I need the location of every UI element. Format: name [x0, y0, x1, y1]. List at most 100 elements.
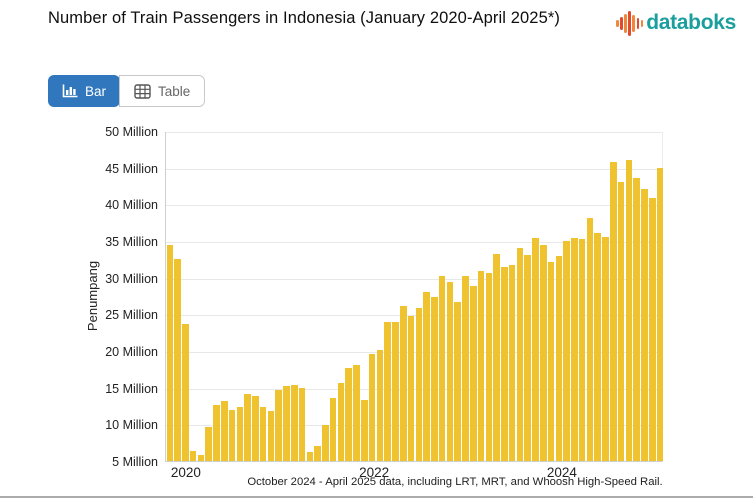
gridline [166, 132, 662, 133]
chart-bar[interactable] [182, 323, 189, 461]
chart-bar[interactable] [633, 177, 640, 461]
view-toggle: Bar Table [48, 75, 206, 107]
chart-bar[interactable] [431, 297, 438, 461]
pulse-bar [624, 13, 627, 33]
chart-bar[interactable] [516, 248, 524, 461]
bar-view-button[interactable]: Bar [48, 75, 121, 107]
chart-bar[interactable] [291, 384, 298, 461]
gridline [166, 168, 662, 170]
chart-bar[interactable] [648, 197, 656, 461]
chart-bar[interactable] [501, 267, 508, 461]
chart-bar[interactable] [586, 217, 594, 461]
chart-bar[interactable] [329, 397, 337, 461]
chart-bar[interactable] [189, 450, 197, 461]
chart-bar[interactable] [174, 258, 181, 461]
chart-bar[interactable] [259, 407, 267, 461]
y-axis-tick-label: 10 Million [105, 418, 158, 433]
chart-bar[interactable] [524, 254, 532, 461]
chart-bar[interactable] [493, 254, 500, 461]
y-axis-tick-label: 20 Million [105, 345, 158, 359]
chart-bar[interactable] [376, 349, 384, 461]
chart-bar[interactable] [547, 262, 555, 461]
chart-footnote: October 2024 - April 2025 data, includin… [247, 476, 663, 488]
chart-bar[interactable] [415, 307, 423, 461]
pulse-bar [636, 17, 640, 29]
chart-bar[interactable] [462, 276, 469, 461]
x-axis-year-label: 2024 [546, 465, 577, 480]
chart-bar[interactable] [337, 382, 345, 461]
y-axis-tick-label: 35 Million [105, 235, 158, 249]
chart-bar[interactable] [594, 232, 602, 461]
databoks-logo[interactable]: databoks [616, 10, 736, 36]
chart-bar[interactable] [322, 425, 329, 461]
pulse-bar [632, 14, 636, 32]
bar-chart-icon [62, 84, 78, 98]
chart-bar[interactable] [469, 286, 477, 461]
chart-bar[interactable] [384, 321, 391, 461]
plot-area [165, 132, 664, 462]
chart-bar[interactable] [166, 244, 174, 461]
pulse-bar [616, 19, 619, 27]
chart-bar[interactable] [602, 236, 609, 461]
page-title: Number of Train Passengers in Indonesia … [48, 9, 560, 27]
y-axis-tick-label: 15 Million [105, 381, 158, 396]
chart-bar[interactable] [656, 168, 664, 461]
chart-bar[interactable] [555, 255, 563, 461]
chart-bar[interactable] [446, 282, 454, 461]
chart-bar[interactable] [252, 395, 259, 461]
chart-bar[interactable] [423, 292, 430, 461]
chart-bar[interactable] [578, 238, 586, 461]
chart-bar[interactable] [532, 238, 539, 461]
chart-bar[interactable] [267, 411, 275, 461]
y-axis-tick-label: 40 Million [105, 198, 158, 213]
y-axis-tick-label: 45 Million [105, 161, 158, 176]
chart-bar[interactable] [236, 407, 244, 461]
chart-bar[interactable] [438, 276, 446, 461]
databoks-pulse-icon [616, 10, 644, 36]
y-axis-title: Penumpang [85, 260, 100, 332]
chart-bar[interactable] [477, 271, 485, 461]
chart-bar[interactable] [244, 394, 251, 461]
chart-bar[interactable] [407, 315, 415, 461]
chart-bar[interactable] [508, 265, 516, 461]
chart-bar[interactable] [617, 182, 625, 461]
chart-bar[interactable] [368, 353, 376, 461]
chart-bar[interactable] [283, 386, 290, 461]
databoks-logo-text: databoks [646, 11, 736, 34]
y-axis-tick-label: 50 Million [105, 125, 158, 139]
chart-area: Penumpang October 2024 - April 2025 data… [0, 125, 753, 492]
chart-bar[interactable] [641, 188, 648, 461]
chart-bar[interactable] [361, 400, 368, 461]
chart-bar[interactable] [275, 389, 283, 461]
x-axis-year-label: 2020 [170, 465, 201, 480]
chart-bar[interactable] [205, 426, 212, 461]
chart-bar[interactable] [399, 305, 407, 461]
chart-bar[interactable] [213, 404, 220, 461]
gridline [166, 242, 662, 243]
y-axis-tick-label: 30 Million [105, 271, 158, 286]
chart-bar[interactable] [540, 245, 547, 461]
chart-bar[interactable] [454, 301, 461, 461]
chart-bar[interactable] [220, 400, 228, 461]
gridline [166, 205, 662, 207]
chart-bar[interactable] [298, 387, 306, 461]
table-view-button[interactable]: Table [119, 75, 206, 107]
chart-bar[interactable] [392, 321, 399, 461]
chart-bar[interactable] [345, 367, 353, 461]
table-view-label: Table [158, 83, 191, 99]
chart-bar[interactable] [610, 161, 617, 461]
chart-bar[interactable] [306, 452, 314, 461]
chart-bar[interactable] [563, 241, 570, 461]
chart-bar[interactable] [625, 159, 633, 461]
chart-bar[interactable] [197, 455, 205, 461]
bar-view-label: Bar [85, 83, 107, 99]
y-axis-tick-label: 5 Million [112, 455, 158, 469]
chart-bar[interactable] [314, 446, 321, 461]
chart-bar[interactable] [228, 410, 236, 461]
chart-bar[interactable] [485, 273, 493, 461]
page-bottom-border [0, 496, 753, 498]
pulse-bar [628, 10, 631, 36]
chart-bar[interactable] [571, 238, 578, 461]
chart-bar[interactable] [353, 364, 360, 461]
